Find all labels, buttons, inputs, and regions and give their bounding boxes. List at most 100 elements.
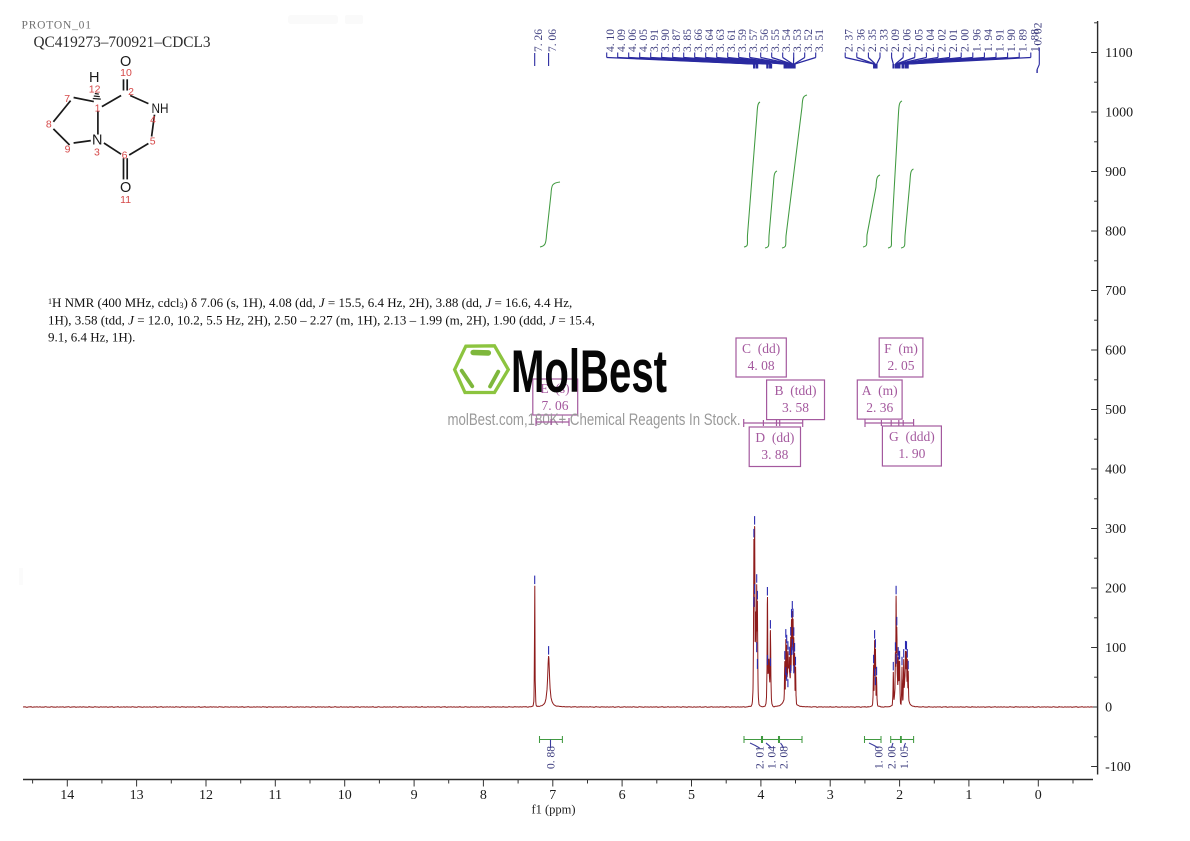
- svg-text:3. 58: 3. 58: [782, 400, 809, 415]
- svg-text:7. 26: 7. 26: [533, 29, 545, 52]
- svg-text:300: 300: [1105, 522, 1126, 537]
- svg-text:4: 4: [757, 788, 764, 803]
- svg-text:1. 88: 1. 88: [1029, 29, 1041, 52]
- svg-text:4: 4: [150, 114, 156, 126]
- svg-text:11: 11: [269, 788, 282, 803]
- svg-text:1. 89: 1. 89: [1018, 29, 1030, 52]
- svg-text:2. 35: 2. 35: [867, 29, 879, 52]
- svg-text:molBest.com,180K+ Chemical Rea: molBest.com,180K+ Chemical Reagents In S…: [448, 411, 741, 429]
- svg-text:1. 05: 1. 05: [899, 746, 911, 769]
- svg-text:6: 6: [122, 150, 128, 162]
- svg-text:3. 63: 3. 63: [715, 29, 727, 52]
- svg-text:3. 52: 3. 52: [803, 29, 815, 52]
- svg-text:2. 00: 2. 00: [960, 29, 972, 52]
- svg-text:7. 06: 7. 06: [542, 398, 569, 413]
- svg-text:3. 85: 3. 85: [682, 29, 694, 52]
- svg-text:2: 2: [896, 788, 903, 803]
- svg-text:3. 55: 3. 55: [770, 29, 782, 52]
- svg-text:G (ddd): G (ddd): [889, 429, 935, 444]
- svg-text:0. 02: 0. 02: [1033, 22, 1045, 45]
- svg-text:4. 09: 4. 09: [616, 29, 628, 52]
- svg-text:4. 05: 4. 05: [638, 29, 650, 52]
- svg-text:0: 0: [1035, 788, 1042, 803]
- svg-text:4. 08: 4. 08: [748, 358, 775, 373]
- svg-text:H: H: [89, 70, 99, 86]
- svg-text:6: 6: [619, 788, 626, 803]
- svg-text:2. 02: 2. 02: [937, 29, 949, 52]
- svg-text:C (dd): C (dd): [742, 341, 780, 356]
- svg-text:3. 51: 3. 51: [814, 29, 826, 52]
- svg-text:1. 00: 1. 00: [873, 746, 885, 769]
- svg-text:1. 04: 1. 04: [766, 746, 778, 769]
- svg-text:NH: NH: [152, 100, 169, 116]
- svg-text:2. 05: 2. 05: [888, 358, 915, 373]
- svg-text:7: 7: [64, 93, 70, 105]
- svg-text:2. 37: 2. 37: [844, 29, 856, 52]
- svg-text:F (m): F (m): [884, 341, 918, 356]
- svg-text:MolBest: MolBest: [511, 338, 667, 405]
- svg-text:1H), 3.58 (tdd, J = 12.0, 10.2: 1H), 3.58 (tdd, J = 12.0, 10.2, 5.5 Hz, …: [48, 313, 595, 328]
- svg-text:2. 36: 2. 36: [866, 400, 893, 415]
- svg-text:1: 1: [965, 788, 972, 803]
- svg-text:1. 90: 1. 90: [898, 446, 925, 461]
- svg-text:2. 00: 2. 00: [887, 746, 899, 769]
- svg-text:7. 06: 7. 06: [547, 29, 559, 52]
- svg-text:4. 10: 4. 10: [605, 29, 617, 52]
- svg-text:3. 59: 3. 59: [737, 29, 749, 52]
- svg-text:3: 3: [827, 788, 834, 803]
- svg-text:2. 36: 2. 36: [855, 29, 867, 52]
- svg-text:B (tdd): B (tdd): [775, 383, 817, 398]
- svg-text:3. 91: 3. 91: [649, 29, 661, 52]
- svg-text:1: 1: [95, 103, 101, 115]
- svg-text:3. 54: 3. 54: [781, 29, 793, 52]
- svg-text:900: 900: [1105, 165, 1126, 180]
- svg-text:3. 87: 3. 87: [671, 29, 683, 52]
- svg-text:A (m): A (m): [862, 383, 898, 398]
- svg-text:2: 2: [128, 86, 134, 98]
- svg-text:1H NMR (400 MHz, cdcl3) δ 7.06: 1H NMR (400 MHz, cdcl3) δ 7.06 (s, 1H), …: [48, 295, 572, 310]
- svg-text:400: 400: [1105, 463, 1126, 478]
- svg-text:1. 94: 1. 94: [983, 29, 995, 52]
- svg-text:5: 5: [150, 136, 156, 148]
- svg-text:2. 01: 2. 01: [755, 746, 767, 769]
- svg-text:QC419273–700921–CDCL3: QC419273–700921–CDCL3: [34, 34, 211, 51]
- svg-text:9: 9: [411, 788, 418, 803]
- svg-text:3: 3: [94, 147, 100, 159]
- svg-text:7: 7: [549, 788, 556, 803]
- svg-text:10: 10: [120, 67, 132, 79]
- svg-text:200: 200: [1105, 582, 1126, 597]
- svg-text:PROTON_01: PROTON_01: [22, 20, 92, 32]
- svg-text:3. 64: 3. 64: [704, 29, 716, 52]
- svg-text:1000: 1000: [1105, 106, 1133, 121]
- svg-text:1. 91: 1. 91: [995, 29, 1007, 52]
- svg-text:9.1, 6.4 Hz, 1H).: 9.1, 6.4 Hz, 1H).: [48, 330, 135, 345]
- svg-text:D (dd): D (dd): [755, 430, 794, 445]
- svg-text:8: 8: [480, 788, 487, 803]
- svg-text:11: 11: [120, 194, 131, 206]
- svg-text:3. 61: 3. 61: [726, 29, 738, 52]
- svg-text:500: 500: [1105, 403, 1126, 418]
- svg-text:2. 05: 2. 05: [913, 29, 925, 52]
- svg-text:1. 90: 1. 90: [1006, 29, 1018, 52]
- svg-text:3. 66: 3. 66: [693, 29, 705, 52]
- svg-text:600: 600: [1105, 344, 1126, 359]
- svg-text:0. 88: 0. 88: [546, 746, 558, 769]
- svg-text:E (s): E (s): [540, 381, 569, 396]
- svg-text:700: 700: [1105, 284, 1126, 299]
- svg-text:f1 (ppm): f1 (ppm): [531, 803, 575, 817]
- svg-text:2. 06: 2. 06: [902, 29, 914, 52]
- svg-text:100: 100: [1105, 641, 1126, 656]
- svg-text:O: O: [120, 180, 131, 196]
- svg-text:12: 12: [199, 788, 213, 803]
- svg-text:13: 13: [130, 788, 144, 803]
- svg-text:2. 33: 2. 33: [879, 29, 891, 52]
- svg-text:4. 06: 4. 06: [627, 29, 639, 52]
- svg-text:12: 12: [89, 83, 101, 95]
- svg-text:0: 0: [1105, 701, 1112, 716]
- svg-text:8: 8: [46, 119, 52, 131]
- svg-text:3. 56: 3. 56: [759, 29, 771, 52]
- svg-text:3. 53: 3. 53: [792, 29, 804, 52]
- svg-text:1100: 1100: [1105, 46, 1132, 61]
- svg-text:1. 96: 1. 96: [971, 29, 983, 52]
- svg-text:10: 10: [338, 788, 352, 803]
